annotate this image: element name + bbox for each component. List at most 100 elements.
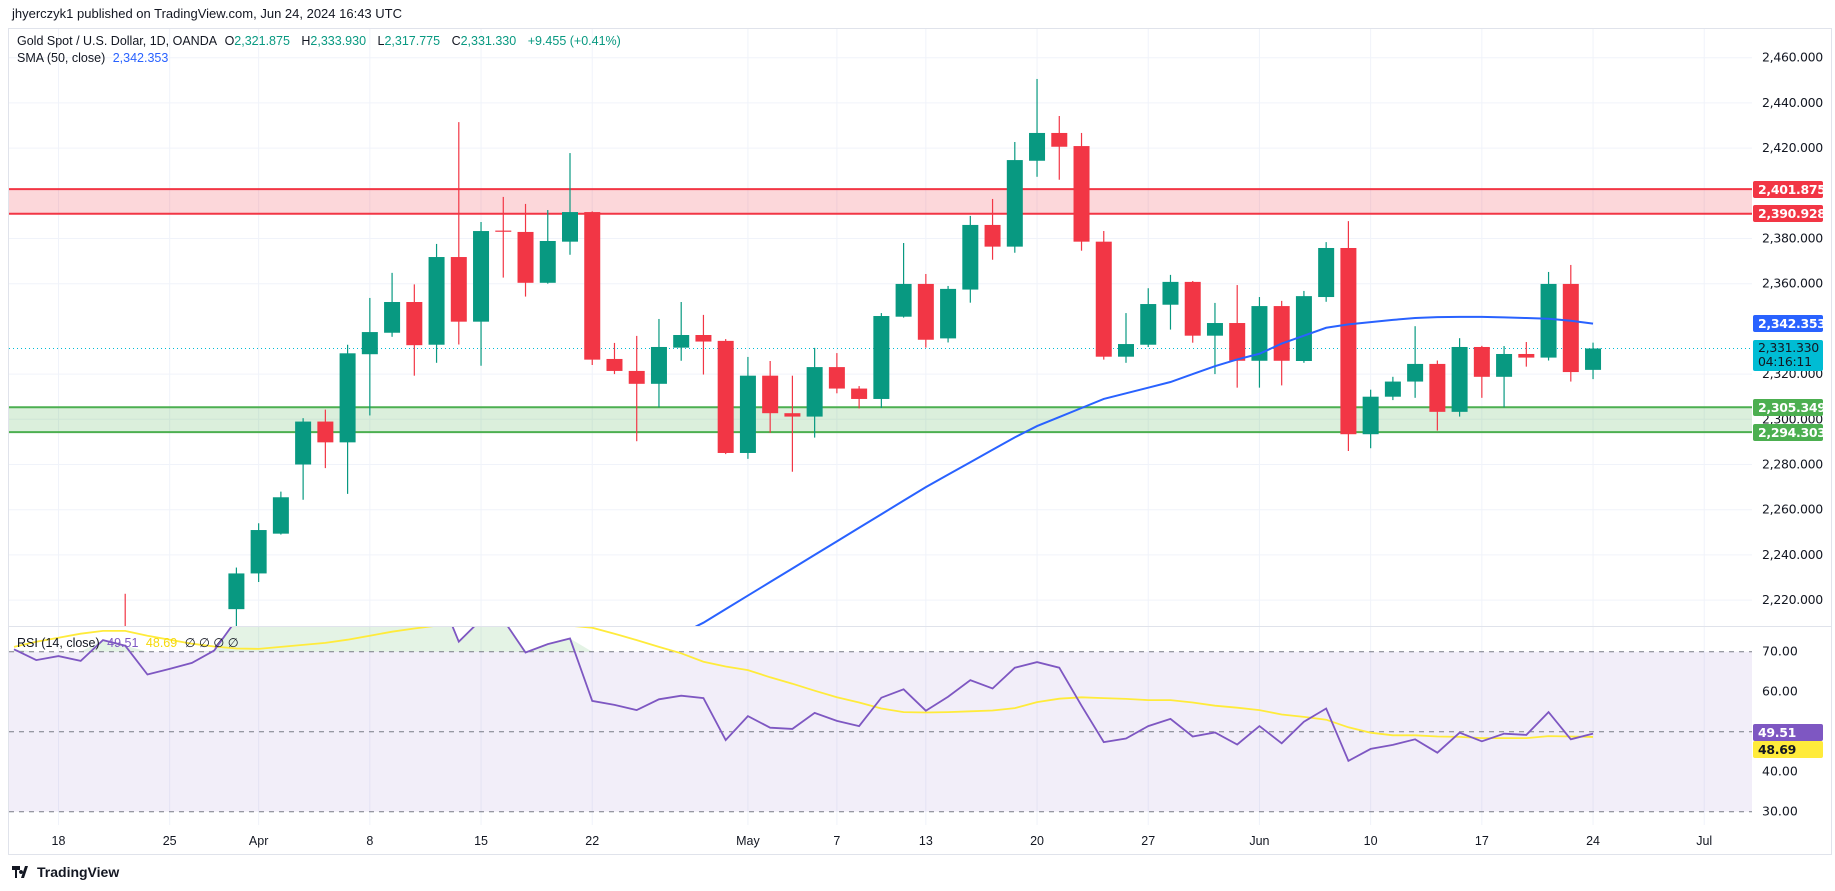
symbol-legend[interactable]: Gold Spot / U.S. Dollar, 1D, OANDA O2,32… bbox=[17, 34, 625, 48]
candle-down bbox=[124, 593, 126, 626]
candle-body bbox=[1295, 296, 1312, 361]
ohlc-open: O2,321.875 bbox=[224, 34, 290, 48]
candle-body bbox=[628, 370, 645, 384]
candle-down bbox=[1073, 132, 1090, 251]
price-axis-label: 2,240.000 bbox=[1762, 547, 1823, 562]
candle-body bbox=[1562, 283, 1579, 373]
candle-up bbox=[1140, 288, 1157, 347]
candle-down bbox=[695, 314, 712, 375]
candle-up bbox=[250, 523, 267, 583]
rsi-ma-line bbox=[13, 627, 1594, 739]
candle-body bbox=[695, 335, 712, 342]
candle-body bbox=[450, 257, 467, 322]
candle-down bbox=[495, 196, 512, 278]
time-axis-label: 27 bbox=[1141, 834, 1155, 848]
rsi-axis-label: 30.00 bbox=[1762, 804, 1798, 819]
rsi-pane bbox=[9, 627, 1752, 813]
resistance-zone bbox=[9, 189, 1752, 214]
support-upper-tag: 2,305.349 bbox=[1753, 398, 1826, 416]
symbol-name: Gold Spot / U.S. Dollar, 1D, OANDA bbox=[17, 34, 218, 48]
candle-up bbox=[806, 347, 823, 438]
candle-up bbox=[962, 215, 979, 303]
candle-body bbox=[851, 388, 868, 399]
rsi-axis-label: 60.00 bbox=[1762, 684, 1798, 699]
time-axis-label: 17 bbox=[1475, 834, 1489, 848]
candle-down bbox=[1184, 280, 1201, 343]
rsi-axis-label: 40.00 bbox=[1762, 764, 1798, 779]
candle-up bbox=[650, 318, 667, 408]
candle-body bbox=[1095, 241, 1112, 357]
candle-body bbox=[606, 358, 623, 371]
price-axis-label: 2,460.000 bbox=[1762, 50, 1823, 65]
candle-body bbox=[940, 288, 957, 339]
candle-down bbox=[784, 375, 801, 472]
price-axis-label: 2,360.000 bbox=[1762, 276, 1823, 291]
candle-body bbox=[806, 367, 823, 417]
chart-border bbox=[8, 28, 1832, 855]
ohlc-high: H2,333.930 bbox=[301, 34, 367, 48]
candle-down bbox=[1095, 231, 1112, 360]
candle-down bbox=[1518, 342, 1535, 367]
last-price-tag: 2,331.330 04:16:11 bbox=[1753, 340, 1823, 372]
candle-body bbox=[1029, 132, 1046, 161]
candle-body bbox=[1273, 306, 1290, 361]
candle-up bbox=[1384, 376, 1401, 401]
candle-body bbox=[1006, 160, 1023, 247]
axes: 18 25 Apr 8 15 22 May 7 13 20 27 Jun 10 17 24 Jul 2,460.… bbox=[52, 50, 1824, 848]
price-axis-label: 2,220.000 bbox=[1762, 592, 1823, 607]
time-axis-label: 10 bbox=[1364, 834, 1378, 848]
sma-50-polyline bbox=[694, 315, 1594, 626]
candle-body bbox=[562, 212, 578, 242]
candle-up bbox=[1206, 302, 1223, 375]
rsi-line bbox=[13, 627, 1594, 763]
candle-body bbox=[1362, 396, 1379, 435]
candle-body bbox=[428, 257, 445, 345]
sma-price-tag: 2,342.353 bbox=[1753, 315, 1826, 333]
candle-body bbox=[317, 421, 334, 443]
candle-body bbox=[1140, 304, 1157, 345]
candle-body bbox=[1318, 247, 1335, 298]
candle-body bbox=[1118, 344, 1134, 357]
time-axis-label: 25 bbox=[163, 834, 177, 848]
candle-body bbox=[873, 316, 890, 399]
candle-body bbox=[584, 212, 601, 360]
candle-body bbox=[295, 421, 312, 465]
candle-body bbox=[1496, 353, 1513, 377]
time-axis-label: May bbox=[736, 834, 760, 848]
time-axis-label: Jul bbox=[1696, 834, 1712, 848]
rsi-overbought-fill bbox=[14, 627, 1594, 652]
rsi-extra-values: ∅ ∅ ∅ ∅ bbox=[184, 636, 239, 650]
candle-up bbox=[295, 418, 312, 500]
candle-body bbox=[1051, 132, 1068, 147]
candle-up bbox=[1407, 326, 1424, 398]
candle-down bbox=[717, 339, 734, 455]
candle-body bbox=[339, 353, 356, 443]
candle-body bbox=[1518, 353, 1535, 358]
rsi-legend[interactable]: RSI (14, close) 49.51 48.69 ∅ ∅ ∅ ∅ bbox=[17, 635, 243, 650]
rsi-ma-value: 48.69 bbox=[145, 636, 178, 650]
price-axis-label: 2,380.000 bbox=[1762, 231, 1823, 246]
ohlc-low: L2,317.775 bbox=[377, 34, 441, 48]
candle-down bbox=[317, 409, 334, 469]
candle-up bbox=[1585, 342, 1602, 380]
candle-body bbox=[1585, 348, 1602, 370]
candle-up bbox=[1318, 242, 1335, 302]
time-axis-label: 22 bbox=[585, 834, 599, 848]
support-lower-tag: 2,294.303 bbox=[1753, 423, 1826, 441]
candlestick-series bbox=[124, 78, 1602, 626]
horizontal-zones bbox=[9, 188, 1752, 434]
candle-up bbox=[428, 243, 445, 363]
candle-body bbox=[361, 332, 378, 355]
footer-brand[interactable]: TradingView bbox=[12, 864, 119, 880]
candle-down bbox=[1229, 285, 1246, 388]
candle-down bbox=[1051, 116, 1068, 180]
candle-up bbox=[873, 313, 890, 408]
sma-legend[interactable]: SMA (50, close) 2,342.353 bbox=[17, 51, 172, 65]
candle-up bbox=[361, 297, 378, 416]
candle-up bbox=[1251, 297, 1268, 388]
sma-label: SMA (50, close) bbox=[17, 51, 106, 65]
time-axis-label: 18 bbox=[52, 834, 66, 848]
time-axis-label: Jun bbox=[1249, 834, 1269, 848]
candle-body bbox=[1451, 346, 1468, 412]
